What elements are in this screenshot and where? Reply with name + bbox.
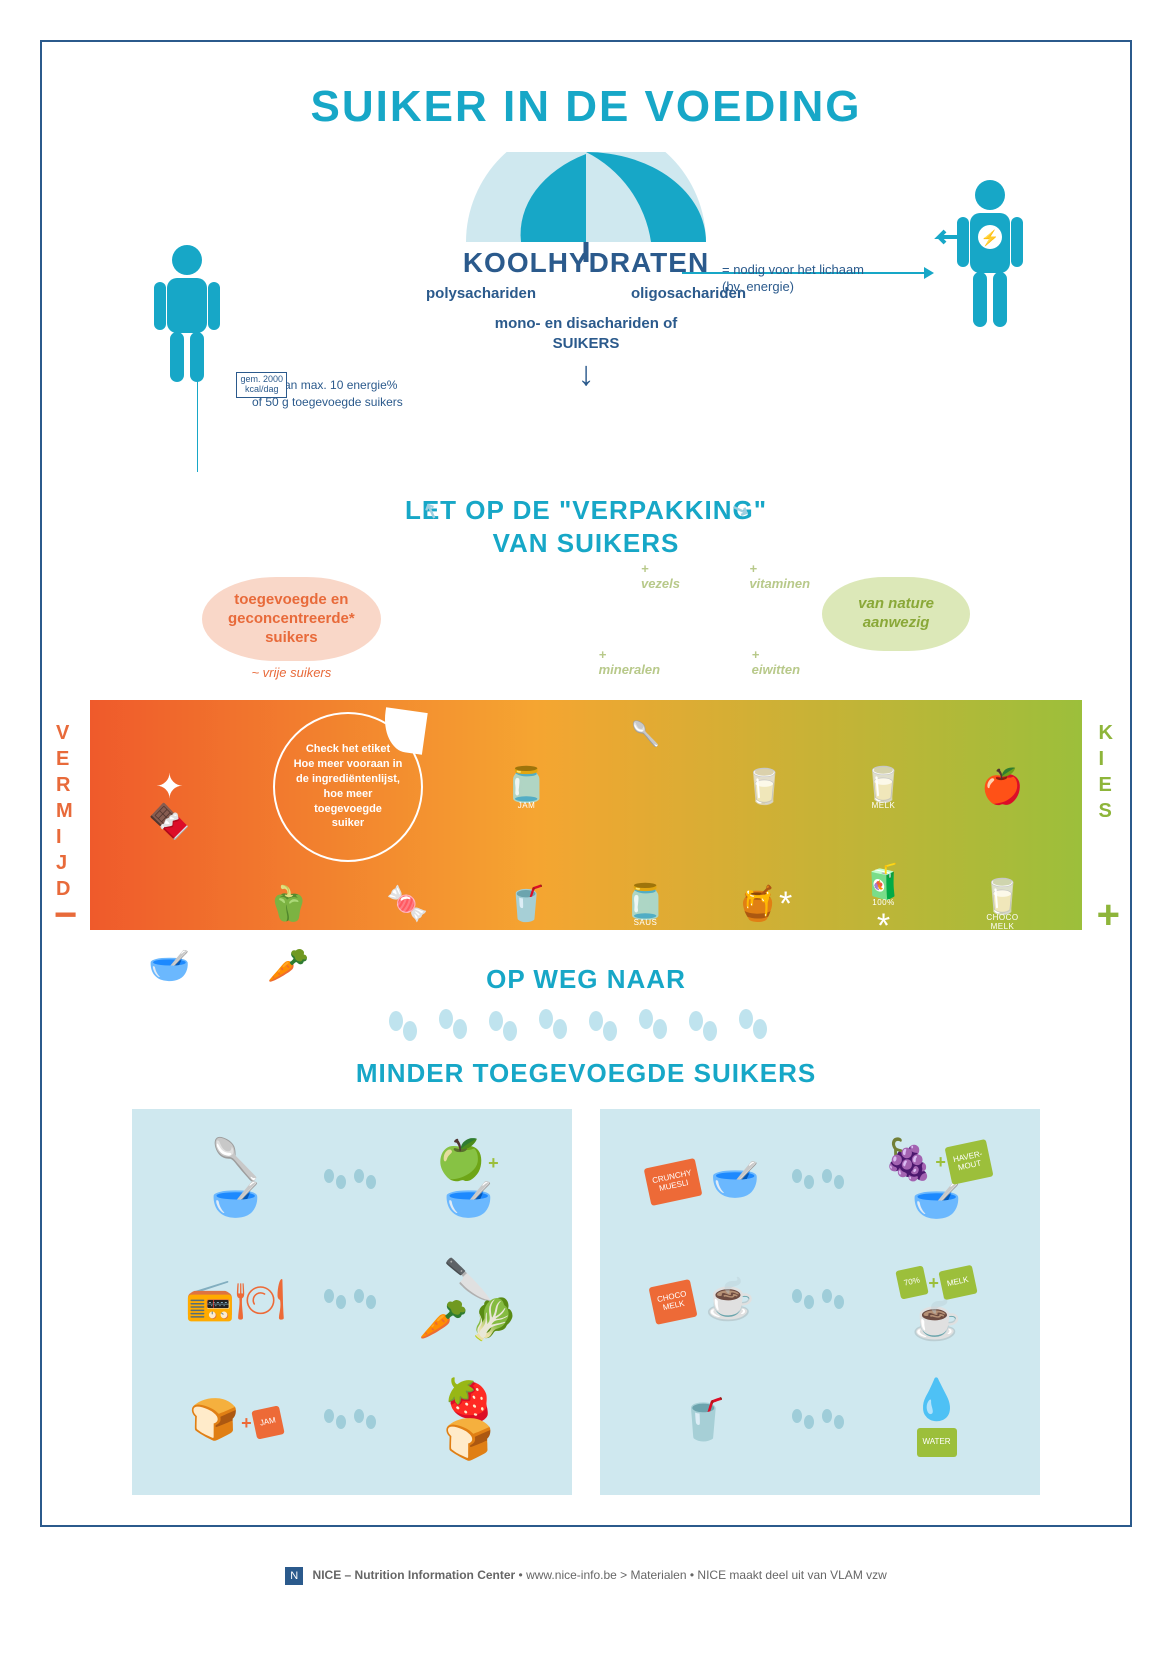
minus-icon: − bbox=[54, 893, 77, 938]
swap-soda-to: 💧WATER bbox=[855, 1380, 1018, 1460]
swap-cereal: CRUNCHY MUESLI 🥣 🍇+HAVER- MOUT🥣 bbox=[622, 1135, 1018, 1225]
kcal-badge: gem. 2000 kcal/dag bbox=[236, 372, 287, 398]
footsteps-mini-icon bbox=[317, 1286, 387, 1315]
top-section: gem. 2000 kcal/dag waarvan max. 10 energ… bbox=[42, 152, 1130, 502]
plus-icon: + bbox=[1097, 893, 1120, 938]
spectrum-band-wrap: VERMIJD KIES − + ✦ Check het etiket Hoe … bbox=[42, 700, 1130, 930]
swap-meal-to: 🔪🥕🥬 bbox=[387, 1260, 550, 1340]
nutrient-vitaminen: + vitaminen bbox=[749, 561, 810, 591]
nutrient-vezels: + vezels bbox=[641, 561, 680, 591]
spoon-sugar-icon: 🥄 bbox=[631, 720, 661, 749]
swap-panels: 🥄🥣 🍏+🥣 📻🍽 🔪🥕🥬 🍞+JAM 🍓🍞 CRUNCHY MUESLI 🥣 bbox=[42, 1109, 1130, 1495]
swap-panel-left: 🥄🥣 🍏+🥣 📻🍽 🔪🥕🥬 🍞+JAM 🍓🍞 bbox=[132, 1109, 572, 1495]
footer-tail: NICE maakt deel uit van VLAM vzw bbox=[697, 1568, 886, 1582]
swap-bread: 🍞+JAM 🍓🍞 bbox=[154, 1375, 550, 1465]
footsteps-mini-icon bbox=[785, 1166, 855, 1195]
footer-url: www.nice-info.be > Materialen bbox=[526, 1568, 686, 1582]
juice-icon: 🧃100%* bbox=[862, 862, 904, 946]
footer-org: NICE – Nutrition Information Center bbox=[313, 1568, 516, 1582]
swap-meal: 📻🍽 🔪🥕🥬 bbox=[154, 1255, 550, 1345]
mono-disachariden-label: mono- en disachariden of SUIKERS bbox=[386, 314, 786, 353]
swap-bread-from: 🍞+JAM bbox=[154, 1400, 317, 1440]
swap-cereal-to: 🍇+HAVER- MOUT🥣 bbox=[855, 1140, 1018, 1221]
arrow-down-icon: ↓ bbox=[386, 355, 786, 394]
infographic-frame: SUIKER IN DE VOEDING gem. 2000 kcal/dag … bbox=[40, 40, 1132, 1527]
vrije-suikers-label: ~ vrije suikers bbox=[202, 665, 381, 680]
swap-drink-to: 70%+MELK☕ bbox=[855, 1260, 1018, 1340]
pepper-icon: 🫑 bbox=[267, 884, 309, 924]
main-title: SUIKER IN DE VOEDING bbox=[42, 82, 1130, 132]
chocomilk-icon: 🥛CHOCO MELK bbox=[981, 877, 1023, 931]
person-left-icon: gem. 2000 kcal/dag bbox=[142, 242, 287, 398]
footer: N NICE – Nutrition Information Center • … bbox=[0, 1567, 1172, 1585]
umbrella-sublabels: polysachariden oligosachariden bbox=[426, 285, 746, 302]
carrot-icon: 🥕 bbox=[267, 946, 309, 986]
natural-sugars-bubble: van nature aanwezig bbox=[822, 577, 970, 651]
plain-yogurt-icon: 🥣 bbox=[148, 946, 190, 986]
footsteps-icon bbox=[42, 1003, 1130, 1052]
label-check-callout: Check het etiket Hoe meer vooraan in de … bbox=[273, 712, 423, 862]
swap-panel-right: CRUNCHY MUESLI 🥣 🍇+HAVER- MOUT🥣 CHOCO ME… bbox=[600, 1109, 1040, 1495]
nutrient-eiwitten: + eiwitten bbox=[752, 647, 800, 677]
swap-drink-from: CHOCO MELK ☕ bbox=[622, 1280, 785, 1321]
sauce-jar-icon: 🫙SAUS bbox=[624, 882, 666, 927]
footsteps-mini-icon bbox=[317, 1406, 387, 1435]
apple-icon: 🍎 bbox=[981, 767, 1023, 807]
milk-carton-icon: 🥛MELK bbox=[862, 765, 904, 810]
honey-icon: 🍯* bbox=[737, 884, 793, 924]
jam-jar-icon: 🫙JAM bbox=[505, 765, 547, 810]
swap-bread-to: 🍓🍞 bbox=[387, 1380, 550, 1460]
nice-logo-icon: N bbox=[285, 1567, 303, 1585]
swap-soda-from: 🥤 bbox=[622, 1400, 785, 1440]
swap-cereal-from: CRUNCHY MUESLI 🥣 bbox=[622, 1160, 785, 1201]
swap-yogurt: 🥄🥣 🍏+🥣 bbox=[154, 1135, 550, 1225]
swap-yogurt-from: 🥄🥣 bbox=[154, 1140, 317, 1220]
swap-yogurt-to: 🍏+🥣 bbox=[387, 1140, 550, 1220]
vermijd-label: VERMIJD bbox=[56, 720, 76, 902]
nutrient-mineralen: + mineralen bbox=[599, 647, 660, 677]
minder-heading: MINDER TOEGEVOEGDE SUIKERS bbox=[42, 1058, 1130, 1089]
cookie-icon: ✦ bbox=[155, 767, 184, 807]
note-energy: = nodig voor het lichaam (bv. energie) bbox=[722, 262, 864, 296]
packaging-bubbles: toegevoegde en geconcentreerde* suikers … bbox=[42, 577, 1130, 680]
added-sugars-bubble: toegevoegde en geconcentreerde* suikers bbox=[202, 577, 381, 661]
svg-text:⚡: ⚡ bbox=[981, 229, 1000, 247]
footsteps-mini-icon bbox=[785, 1406, 855, 1435]
swap-drink: CHOCO MELK ☕ 70%+MELK☕ bbox=[622, 1255, 1018, 1345]
spectrum-band: ✦ Check het etiket Hoe meer vooraan in d… bbox=[90, 700, 1082, 930]
person-right-icon: ⚡ bbox=[930, 177, 1040, 352]
cereal-bar-icon: 🍫 bbox=[148, 802, 190, 842]
footsteps-mini-icon bbox=[785, 1286, 855, 1315]
opweg-heading: OP WEG NAAR bbox=[42, 964, 1130, 995]
letop-heading: ↘ ↘ LET OP DE "VERPAKKING" VAN SUIKERS bbox=[42, 494, 1130, 559]
kies-label: KIES bbox=[1099, 720, 1116, 824]
soda-bottle-icon: 🥤 bbox=[505, 884, 547, 924]
yogurt-sugar-icon: 🥛 bbox=[743, 767, 785, 807]
swap-meal-from: 📻🍽 bbox=[154, 1280, 317, 1320]
polysachariden-label: polysachariden bbox=[426, 285, 536, 302]
swap-soda: 🥤 💧WATER bbox=[622, 1375, 1018, 1465]
candy-icon: 🍬 bbox=[386, 884, 428, 924]
footsteps-mini-icon bbox=[317, 1166, 387, 1195]
